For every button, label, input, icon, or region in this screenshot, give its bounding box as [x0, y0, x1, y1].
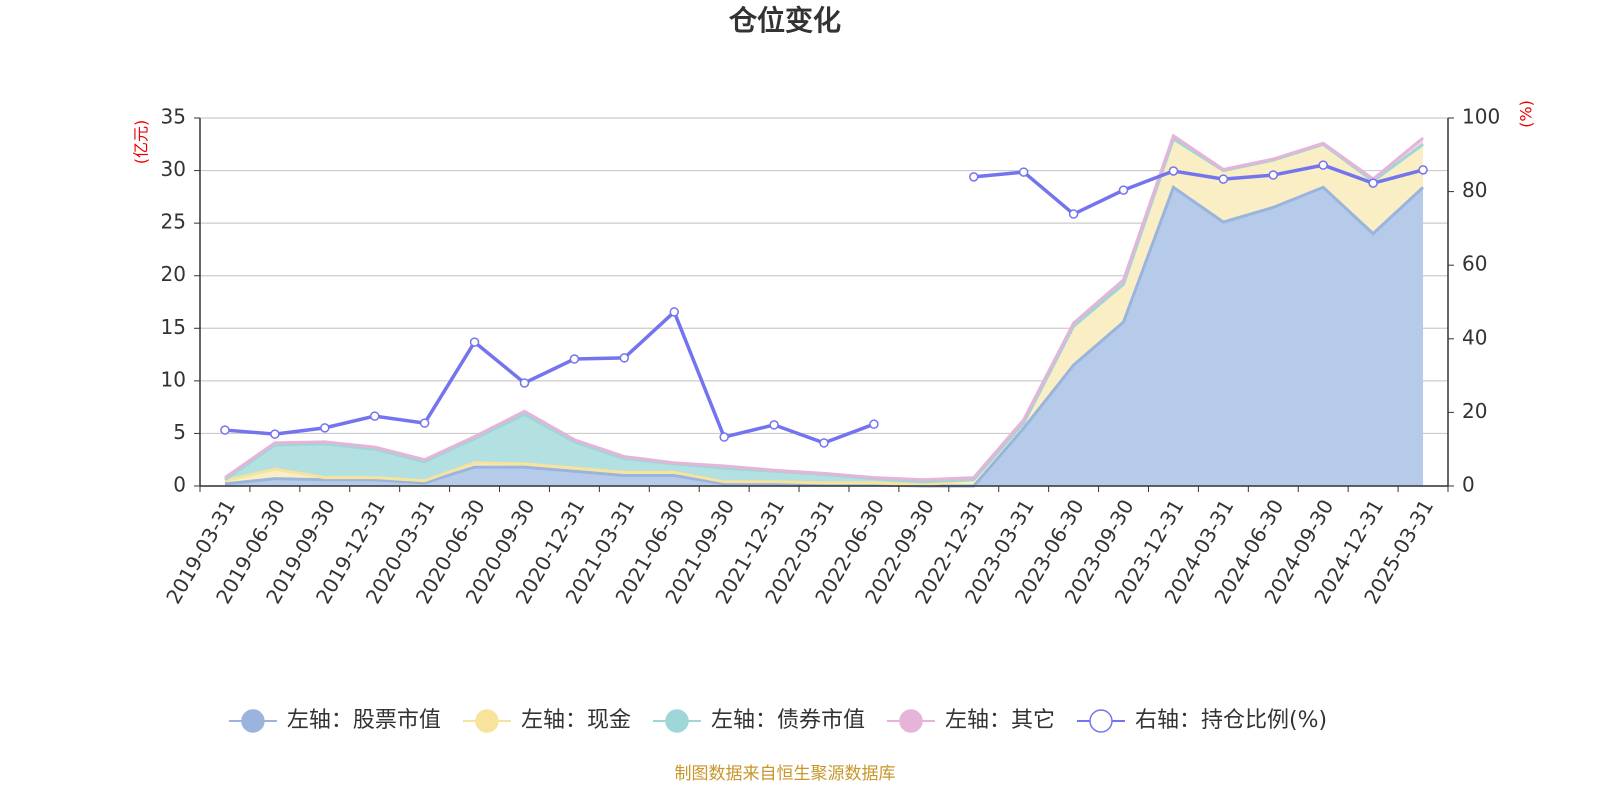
legend-item[interactable]: 左轴：现金 [462, 708, 631, 733]
ratio-point [669, 307, 679, 317]
legend-item[interactable]: 左轴：债券市值 [652, 708, 865, 733]
area-fill [224, 139, 1424, 485]
ratio-point [869, 419, 879, 429]
ratio-point [1068, 209, 1079, 219]
legend: 左轴：股票市值 左轴：现金 左轴：债券市值 左轴：其它 右轴：持仓比例(%) [228, 708, 1327, 733]
legend-label: 右轴：持仓比例(%) [1135, 708, 1327, 733]
y2-tick-label: 60 [1462, 252, 1487, 276]
ratio-point [619, 353, 630, 363]
ratio-point [1418, 165, 1428, 175]
legend-label: 左轴：其它 [945, 708, 1055, 733]
ratio-point [819, 438, 829, 448]
y-tick-label: 5 [173, 420, 186, 444]
ratio-point [1118, 185, 1129, 195]
ratio-point [320, 423, 330, 433]
legend-symbol [475, 709, 499, 733]
area-fill [224, 187, 1424, 486]
y-tick-label: 15 [161, 315, 186, 339]
legend-item[interactable]: 左轴：其它 [886, 708, 1055, 733]
y2-tick-label: 100 [1462, 105, 1500, 129]
y-axis-title: (亿元) [132, 120, 151, 165]
legend-symbol [241, 709, 265, 733]
area-line [224, 185, 1425, 488]
chart-title: 仓位变化 [729, 4, 841, 37]
legend-label: 左轴：现金 [521, 708, 631, 733]
legend-label: 左轴：股票市值 [287, 708, 441, 733]
ratio-point [969, 172, 979, 182]
ratio-point [769, 420, 779, 430]
y2-tick-label: 20 [1462, 399, 1487, 423]
legend-item[interactable]: 右轴：持仓比例(%) [1076, 708, 1327, 733]
line-layer [224, 133, 1425, 488]
ratio-point [1318, 160, 1328, 170]
ratio-line [973, 163, 1424, 217]
ratio-point [1368, 178, 1378, 188]
ratio-point [220, 425, 230, 435]
ratio-point [519, 378, 530, 388]
legend-symbol [899, 709, 923, 733]
ratio-point [270, 429, 280, 439]
legend-symbol [1089, 709, 1113, 733]
y-tick-label: 0 [173, 473, 186, 497]
y2-tick-label: 40 [1462, 325, 1487, 349]
y2-tick-label: 0 [1462, 473, 1475, 497]
ratio-point [1168, 166, 1179, 176]
y-tick-label: 20 [161, 262, 186, 286]
ratio-point [1018, 167, 1029, 177]
area-line [224, 133, 1424, 482]
y-tick-label: 30 [161, 157, 186, 181]
y-tick-label: 10 [161, 367, 186, 391]
ratio-point [469, 337, 480, 347]
ratio-line [224, 308, 875, 445]
y2-axis-title: (%) [1517, 100, 1536, 128]
legend-symbol [665, 709, 689, 733]
y-tick-label: 35 [161, 105, 186, 129]
area-fill [224, 139, 1424, 486]
legend-label: 左轴：债券市值 [711, 708, 865, 733]
ratio-point [369, 411, 380, 421]
legend-item[interactable]: 左轴：股票市值 [228, 708, 441, 733]
ratio-point [569, 354, 580, 364]
source-note: 制图数据来自恒生聚源数据库 [675, 764, 896, 784]
area-layer [224, 135, 1424, 486]
y2-tick-label: 80 [1462, 178, 1487, 202]
ratio-point [1268, 170, 1279, 180]
y-tick-label: 25 [161, 210, 186, 234]
ratio-point [1218, 174, 1229, 184]
ratio-point [719, 432, 729, 442]
ratio-point [419, 418, 430, 428]
